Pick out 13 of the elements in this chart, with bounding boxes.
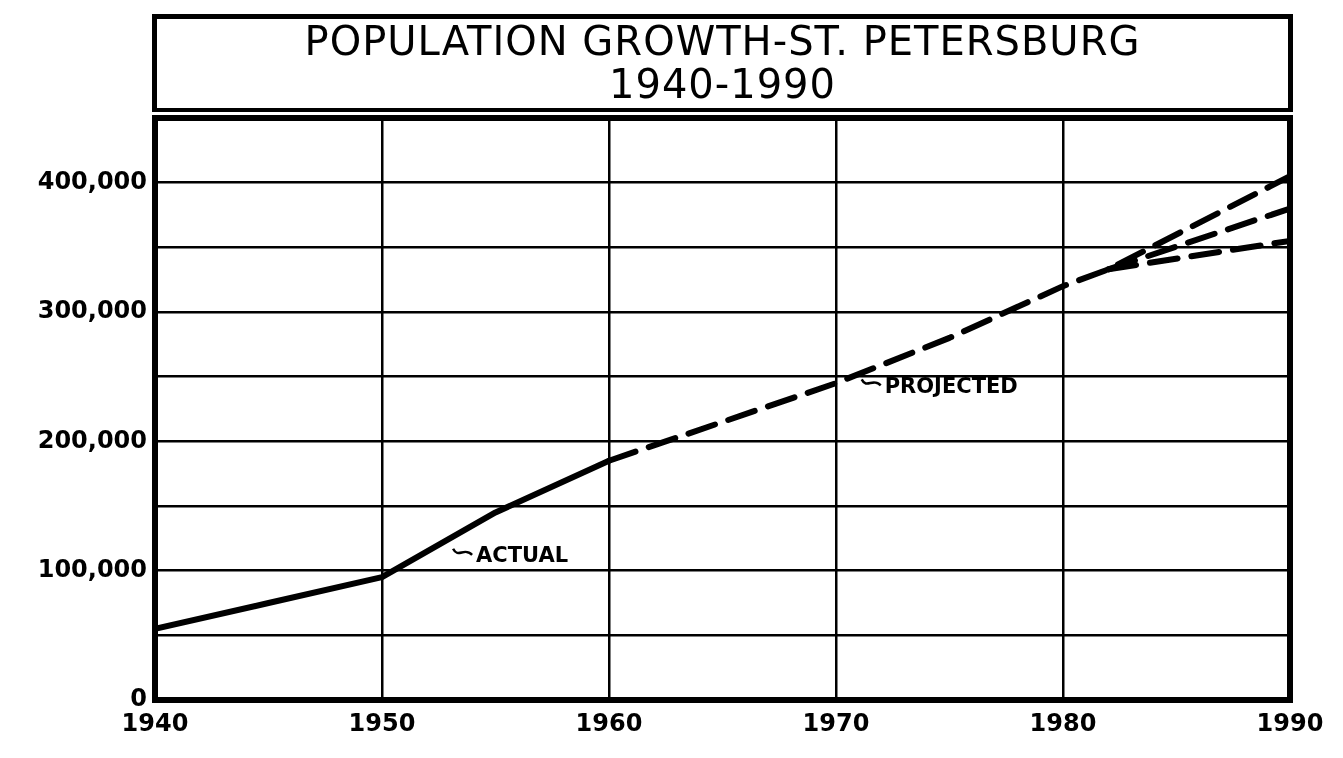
- y-tick-label: 200,000: [37, 425, 147, 454]
- annotation: ACTUAL: [476, 543, 569, 568]
- x-tick-label: 1980: [1029, 708, 1097, 737]
- x-tick-label: 1990: [1256, 708, 1324, 737]
- chart-subtitle: 1940-1990: [608, 61, 837, 107]
- annotation: PROJECTED: [884, 373, 1018, 398]
- x-tick-label: 1970: [802, 708, 870, 737]
- x-tick-label: 1960: [575, 708, 643, 737]
- y-tick-label: 100,000: [37, 554, 147, 583]
- y-tick-label: 400,000: [37, 166, 147, 195]
- x-tick-label: 1950: [348, 708, 416, 737]
- y-tick-label: 300,000: [37, 296, 147, 325]
- chart-title: POPULATION GROWTH-ST. PETERSBURG: [303, 18, 1142, 64]
